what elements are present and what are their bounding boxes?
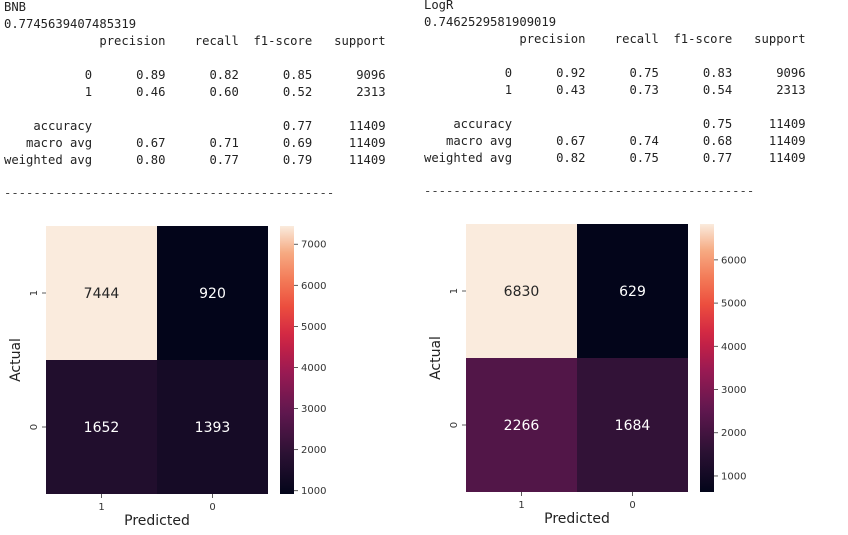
colorbar-tick-label: 4000 (301, 363, 326, 374)
accuracy-score: 0.7462529581909019 (424, 15, 557, 29)
heatmap-cell (466, 358, 577, 492)
heatmap-cell (466, 224, 577, 358)
report-avg-row: weighted avg 0.82 0.75 0.77 11409 (424, 151, 806, 165)
classification-report-bnb: BNB 0.7745639407485319 precision recall f… (4, 0, 386, 169)
cell-value-label: 629 (619, 284, 646, 300)
colorbar-tick-label: 3000 (721, 385, 746, 396)
cell-value-label: 6830 (504, 284, 540, 300)
cell-value-label: 920 (199, 286, 226, 302)
report-class-row: 1 0.46 0.60 0.52 2313 (4, 85, 386, 99)
confusion-matrix-logr: 6830 629 2266 1684 1 0 1 0 Predicted Actual 1000 20… (428, 224, 746, 527)
cell-value-label: 1684 (615, 418, 651, 434)
y-tick-label: 0 (29, 424, 40, 430)
confusion-matrix-bnb: 7444 920 1652 1393 1 0 1 0 Predicted Actual 1000 20… (8, 226, 326, 529)
cell-value-label: 1393 (195, 420, 231, 436)
y-axis-label: Actual (428, 336, 444, 380)
colorbar-tick-label: 5000 (301, 322, 326, 333)
y-axis-label: Actual (8, 338, 24, 382)
colorbar-tick-label: 6000 (301, 281, 326, 292)
accuracy-score: 0.7745639407485319 (4, 17, 137, 31)
report-header-row: precision recall f1-score support (424, 32, 806, 46)
colorbar (280, 226, 294, 494)
cell-value-label: 1652 (84, 420, 120, 436)
classification-report-logr: LogR 0.7462529581909019 precision recall … (424, 0, 806, 167)
colorbar-tick-label: 3000 (301, 404, 326, 415)
y-tick-label: 0 (449, 422, 460, 428)
report-accuracy-row: accuracy 0.77 11409 (4, 119, 386, 133)
model-name: LogR (424, 0, 454, 12)
separator-line: ----------------------------------------… (424, 184, 755, 198)
separator-line: ----------------------------------------… (4, 186, 335, 200)
x-tick-label: 0 (629, 500, 635, 511)
colorbar-tick-label: 1000 (301, 486, 326, 497)
heatmap-cell (46, 360, 157, 494)
model-name: BNB (4, 0, 27, 14)
report-avg-row: macro avg 0.67 0.71 0.69 11409 (4, 136, 386, 150)
report-class-row: 1 0.43 0.73 0.54 2313 (424, 83, 806, 97)
colorbar-tick-label: 5000 (721, 299, 746, 310)
heatmap-cell (157, 360, 268, 494)
x-axis-label: Predicted (124, 513, 190, 529)
report-avg-row: weighted avg 0.80 0.77 0.79 11409 (4, 153, 386, 167)
colorbar-tick-label: 1000 (721, 471, 746, 482)
cell-value-label: 7444 (84, 286, 120, 302)
colorbar-tick-label: 4000 (721, 342, 746, 353)
colorbar-tick-label: 6000 (721, 255, 746, 266)
y-tick-label: 1 (29, 290, 40, 296)
colorbar (700, 224, 714, 492)
x-axis-label: Predicted (544, 511, 610, 527)
x-tick-label: 0 (209, 502, 215, 513)
x-tick-label: 1 (518, 500, 524, 511)
colorbar-tick-label: 7000 (301, 240, 326, 251)
colorbar-tick-label: 2000 (721, 428, 746, 439)
colorbar-tick-label: 2000 (301, 445, 326, 456)
report-class-row: 0 0.89 0.82 0.85 9096 (4, 68, 386, 82)
report-avg-row: macro avg 0.67 0.74 0.68 11409 (424, 134, 806, 148)
y-tick-label: 1 (449, 288, 460, 294)
cell-value-label: 2266 (504, 418, 540, 434)
report-accuracy-row: accuracy 0.75 11409 (424, 117, 806, 131)
heatmap-cell (46, 226, 157, 360)
heatmap-cell (577, 358, 688, 492)
report-class-row: 0 0.92 0.75 0.83 9096 (424, 66, 806, 80)
heatmap-cell (157, 226, 268, 360)
report-header-row: precision recall f1-score support (4, 34, 386, 48)
heatmap-cell (577, 224, 688, 358)
x-tick-label: 1 (98, 502, 104, 513)
